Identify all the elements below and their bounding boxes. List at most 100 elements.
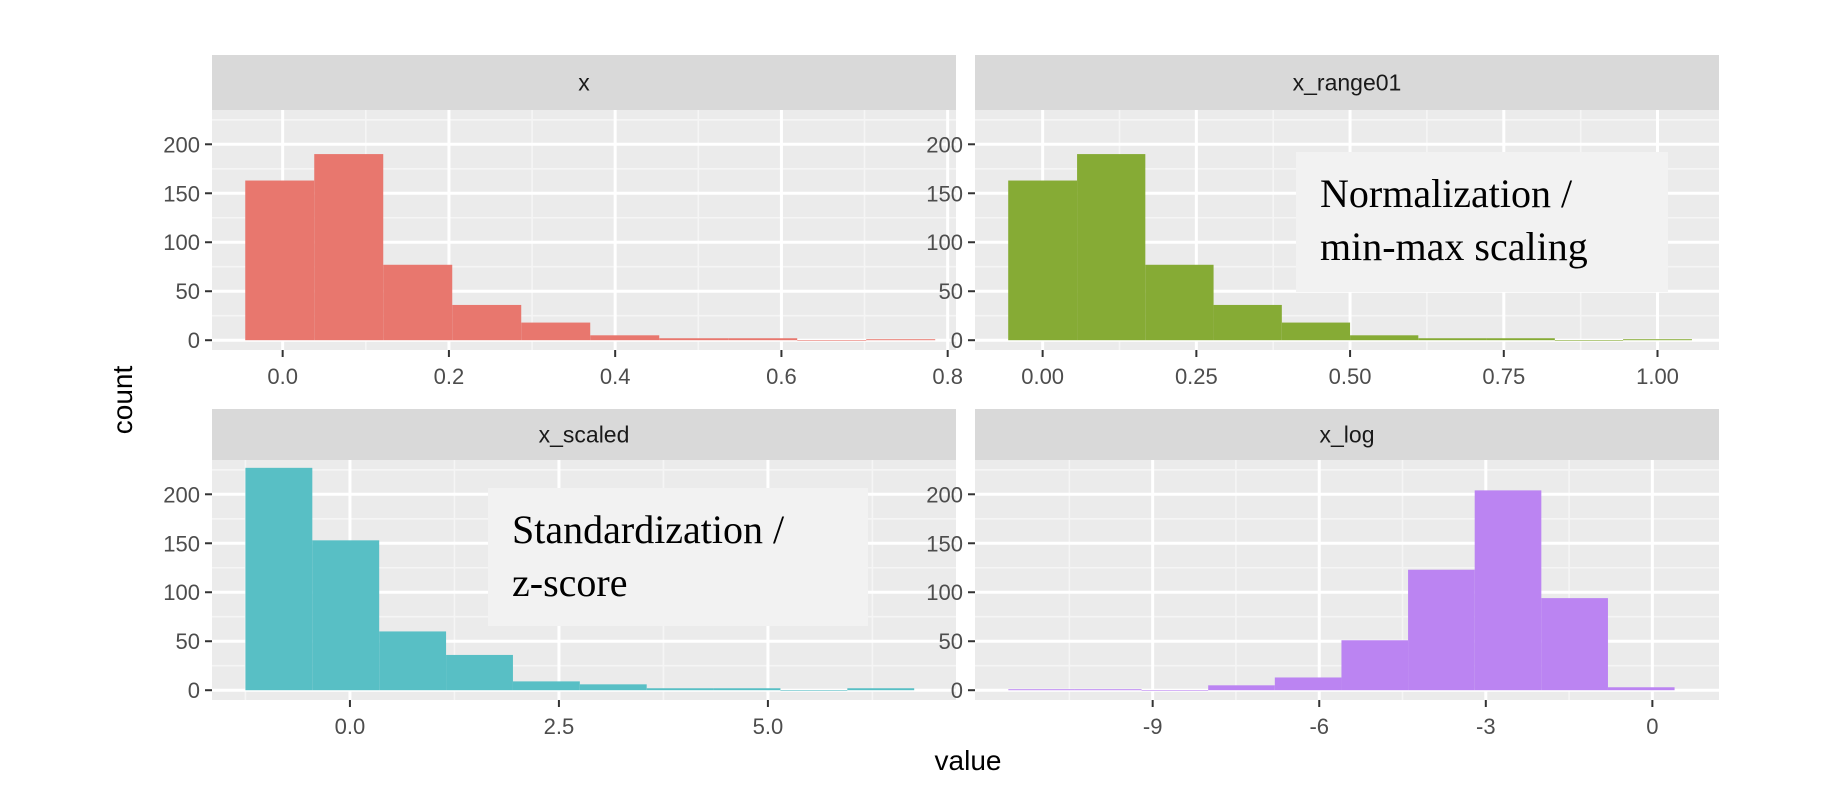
histogram-bar [1281, 322, 1351, 341]
x-tick-label: 0.8 [932, 364, 963, 389]
histogram-bar [659, 338, 729, 341]
histogram-bar [512, 681, 580, 691]
histogram-bar [1474, 490, 1542, 691]
x-tick-label: 2.5 [544, 714, 575, 739]
histogram-bar [379, 631, 447, 691]
y-tick-label: 200 [163, 482, 200, 507]
x-tick-label: 0.25 [1175, 364, 1218, 389]
histogram-bar [1607, 687, 1675, 691]
annotation-line: min-max scaling [1320, 224, 1588, 269]
facet-x-scaled: x_scaled 0 50 100 150 200 0.0 2.5 5.0 Standardiza… [163, 409, 956, 739]
x-tick-label: -3 [1476, 714, 1496, 739]
facet-strip-label: x_scaled [539, 422, 630, 448]
histogram-bar [1623, 339, 1692, 341]
histogram-bar [314, 154, 384, 341]
facet-x-range01: x_range01 0 50 100 150 200 0.00 0.25 0.50 0.75 1.0… [926, 55, 1719, 389]
histogram-bar [446, 654, 513, 691]
histogram-bar [383, 264, 453, 341]
x-tick-label: 5.0 [753, 714, 784, 739]
x-tick-label: 0 [1646, 714, 1658, 739]
histogram-bar [1141, 690, 1209, 691]
y-tick-label: 0 [951, 328, 963, 353]
histogram-bar [1274, 677, 1342, 691]
facet-x-log: x_log 0 50 100 150 200 -9 -6 -3 0 [926, 409, 1719, 739]
y-tick-label: 100 [926, 230, 963, 255]
histogram-bar [646, 688, 714, 691]
histogram-bar [245, 180, 315, 341]
histogram-bar [452, 304, 522, 341]
facet-strip-label: x_range01 [1293, 70, 1402, 96]
y-tick-label: 50 [176, 629, 200, 654]
y-tick-label: 0 [951, 678, 963, 703]
x-tick-label: 0.2 [434, 364, 465, 389]
histogram-bar [521, 322, 591, 341]
x-tick-label: 0.50 [1329, 364, 1372, 389]
y-tick-label: 0 [188, 328, 200, 353]
facet-panels: x 0 50 100 150 200 0.0 0.2 0.4 0.6 0.8 x_range01 0 50… [163, 55, 1719, 739]
annotation-background [1296, 152, 1668, 292]
facet-strip-label: x [578, 70, 590, 96]
x-axis-title: value [935, 745, 1002, 776]
histogram-bar [728, 338, 798, 341]
histogram-bar [1008, 689, 1075, 691]
y-tick-label: 100 [163, 230, 200, 255]
y-axis-title: count [107, 366, 138, 435]
y-tick-label: 0 [188, 678, 200, 703]
x-tick-label: 0.75 [1482, 364, 1525, 389]
y-tick-label: 150 [163, 531, 200, 556]
histogram-bar [1077, 154, 1146, 341]
annotation-line: z-score [512, 560, 627, 605]
x-tick-label: 0.00 [1021, 364, 1064, 389]
histogram-bar [1208, 685, 1275, 691]
facet-strip [975, 409, 1719, 460]
histogram-bar [780, 690, 848, 691]
histogram-bar [312, 540, 380, 691]
annotation-line: Normalization / [1320, 171, 1573, 216]
x-tick-label: 0.0 [335, 714, 366, 739]
histogram-bar [1145, 264, 1214, 341]
histogram-bar [1213, 304, 1282, 341]
y-tick-label: 200 [926, 482, 963, 507]
histogram-bar [1341, 640, 1409, 691]
histogram-bar [1408, 569, 1475, 691]
histogram-bar [866, 339, 936, 341]
histogram-bar [579, 684, 647, 691]
x-tick-label: 0.0 [267, 364, 298, 389]
histogram-bar [1008, 180, 1078, 341]
histogram-bar [245, 467, 313, 691]
histogram-bar [1350, 335, 1419, 341]
y-tick-label: 50 [939, 629, 963, 654]
histogram-bar [1554, 340, 1624, 341]
facet-strip [212, 55, 956, 110]
annotation-line: Standardization / [512, 507, 785, 552]
histogram-bar [797, 340, 867, 341]
y-tick-label: 200 [926, 132, 963, 157]
annotation-box: Normalization / min-max scaling [1296, 152, 1668, 292]
facet-strip-label: x_log [1320, 422, 1375, 448]
histogram-bar [713, 688, 781, 691]
facet-strip [212, 409, 956, 460]
facet-x: x 0 50 100 150 200 0.0 0.2 0.4 0.6 0.8 [163, 55, 963, 389]
y-tick-label: 50 [939, 279, 963, 304]
histogram-bar [847, 688, 915, 691]
x-tick-label: -6 [1309, 714, 1329, 739]
y-tick-label: 150 [926, 531, 963, 556]
x-tick-label: 0.4 [600, 364, 631, 389]
histogram-bar [1541, 598, 1608, 691]
y-tick-label: 50 [176, 279, 200, 304]
histogram-bar [1418, 338, 1487, 341]
y-tick-label: 200 [163, 132, 200, 157]
facet-strip [975, 55, 1719, 110]
annotation-background [488, 488, 868, 626]
x-tick-label: 1.00 [1636, 364, 1679, 389]
histogram-bar [1074, 689, 1142, 691]
y-tick-label: 100 [926, 580, 963, 605]
y-tick-label: 150 [163, 181, 200, 206]
x-tick-label: -9 [1143, 714, 1163, 739]
histogram-bar [590, 335, 660, 341]
annotation-box: Standardization / z-score [488, 488, 868, 626]
x-tick-label: 0.6 [766, 364, 797, 389]
y-tick-label: 100 [163, 580, 200, 605]
histogram-bar [1486, 338, 1555, 341]
